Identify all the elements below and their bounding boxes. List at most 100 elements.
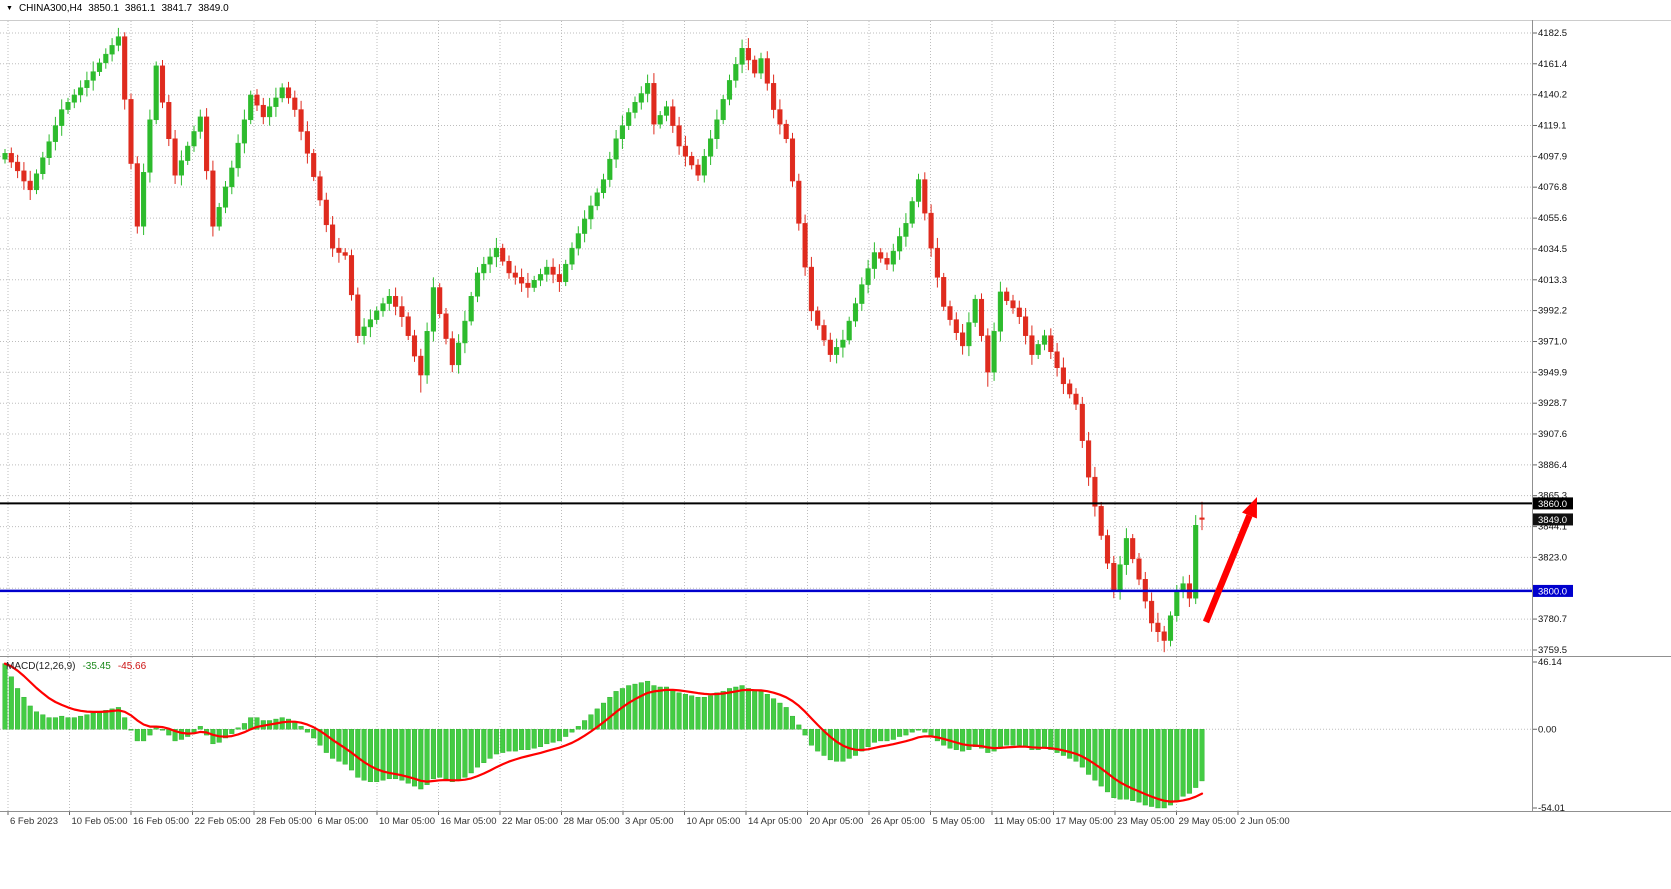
macd-histogram-bar [1180, 729, 1186, 797]
macd-signal-value: -45.66 [117, 661, 147, 672]
bull-candle-body [739, 48, 745, 65]
macd-histogram-bar [922, 729, 928, 733]
bull-candle-body [487, 256, 493, 265]
bear-candle-body [500, 247, 506, 262]
macd-histogram-bar [846, 729, 852, 759]
macd-histogram-bar [462, 729, 468, 778]
date-axis-label: 3 Apr 05:00 [625, 816, 674, 827]
macd-histogram-bar [1186, 729, 1192, 794]
macd-signal-line[interactable] [3, 662, 1204, 803]
date-axis-label: 16 Mar 05:00 [441, 816, 497, 827]
bull-candle-body [33, 173, 40, 191]
bear-candle-body [1029, 335, 1035, 355]
bull-candle-body [903, 223, 909, 237]
price-axis-label: 3823.0 [1538, 552, 1567, 563]
macd-histogram-bar [443, 729, 449, 780]
macd-histogram-bar [128, 729, 134, 731]
macd-histogram-bar [1041, 729, 1047, 749]
price-axis-label: 4034.5 [1538, 244, 1567, 255]
macd-histogram-bar [40, 714, 46, 730]
bull-candle-body [859, 284, 865, 304]
bull-candle-body [386, 296, 392, 304]
trend-arrow-head[interactable] [1242, 497, 1257, 519]
macd-histogram-bar [286, 718, 292, 730]
current-price-badge-label: 3849.0 [1538, 515, 1567, 526]
macd-name-label: MACD(12,26,9) [6, 661, 76, 672]
bull-candle-body [115, 36, 121, 46]
macd-histogram-bar [531, 729, 537, 749]
bear-candle-body [1048, 335, 1054, 352]
macd-histogram-bar [834, 729, 840, 762]
bull-candle-body [897, 236, 903, 252]
macd-histogram-bar [1073, 729, 1079, 762]
bear-candle-body [695, 164, 701, 176]
symbol-dropdown-icon[interactable]: ▼ [6, 5, 13, 12]
macd-histogram-bar [96, 711, 102, 730]
bull-candle-body [2, 153, 8, 160]
bull-candle-body [758, 58, 764, 74]
bear-candle-body [651, 83, 657, 125]
bull-candle-body [241, 119, 247, 144]
macd-histogram-bar [1199, 729, 1205, 782]
bear-candle-body [128, 99, 134, 164]
bull-candle-body [840, 339, 846, 348]
current-price-badge [1533, 513, 1573, 526]
bull-candle-body [78, 87, 84, 96]
macd-histogram-bar [412, 729, 418, 787]
macd-histogram-bar [172, 729, 178, 742]
macd-histogram-bar [349, 729, 355, 771]
trend-arrow-shaft[interactable] [1202, 514, 1253, 624]
date-axis-label: 26 Apr 05:00 [871, 816, 925, 827]
macd-histogram-bar [859, 729, 865, 752]
price-axis-label: 3759.5 [1538, 645, 1567, 656]
bear-candle-body [676, 125, 682, 147]
macd-histogram-bar [582, 720, 588, 730]
bull-candle-body [367, 319, 373, 328]
macd-histogram-bar [645, 680, 651, 730]
macd-histogram-bar [626, 685, 632, 730]
bear-candle-body [771, 83, 777, 110]
bear-candle-body [8, 153, 14, 163]
bear-candle-body [745, 48, 751, 61]
bear-candle-body [928, 212, 934, 249]
ohlc-close-value: 3849.0 [198, 3, 229, 14]
bear-candle-body [159, 65, 166, 103]
macd-histogram-bar [827, 729, 833, 761]
macd-histogram-bar [909, 729, 915, 733]
macd-histogram-bar [115, 707, 121, 730]
macd-histogram-bar [84, 714, 90, 730]
date-axis-label: 28 Mar 05:00 [564, 816, 620, 827]
price-level-badge-label: 3860.0 [1538, 499, 1567, 510]
macd-histogram-bar [544, 729, 550, 745]
bear-candle-body [525, 282, 531, 288]
bull-candle-body [462, 320, 468, 344]
bear-candle-body [1130, 538, 1136, 560]
macd-histogram-bar [790, 715, 796, 730]
bear-candle-body [21, 170, 27, 182]
bull-candle-body [582, 218, 588, 234]
macd-histogram-bar [556, 729, 562, 742]
date-axis-label: 23 May 05:00 [1117, 816, 1175, 827]
macd-histogram-bar [430, 729, 436, 780]
bear-candle-body [519, 277, 525, 284]
macd-histogram-bar [1117, 729, 1123, 800]
macd-histogram-bar [1004, 729, 1010, 746]
bear-candle-body [254, 94, 260, 106]
macd-histogram-bar [393, 729, 399, 780]
bear-candle-body [204, 116, 210, 172]
macd-histogram-bar [159, 729, 165, 731]
bear-candle-body [355, 294, 361, 336]
macd-histogram-bar [512, 729, 518, 752]
bear-candle-body [437, 287, 443, 315]
macd-histogram-bar [960, 729, 966, 752]
macd-histogram-bar [122, 717, 128, 730]
date-axis-label: 6 Mar 05:00 [318, 816, 369, 827]
bear-candle-body [550, 266, 556, 275]
bull-candle-body [103, 53, 109, 64]
bull-candle-body [468, 296, 474, 322]
bear-candle-body [348, 255, 355, 296]
macd-histogram-bar [1142, 729, 1148, 806]
bull-candle-body [197, 116, 203, 132]
macd-histogram-bar [191, 729, 197, 733]
